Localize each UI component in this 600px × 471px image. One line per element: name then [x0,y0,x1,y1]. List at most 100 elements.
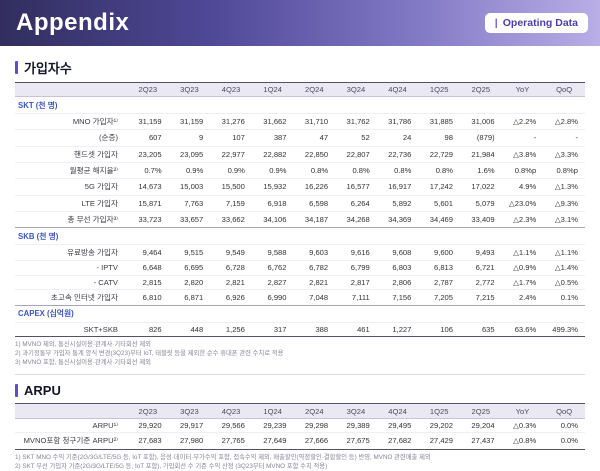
cell-value: 448 [168,321,211,337]
subscribers-footnotes: 1) MVNO 제외, 통신시설이용·관계사·기타회선 제외 2) 과기정통부 가… [15,340,585,367]
cell-value: 5,892 [376,194,419,212]
cell-value: 0.9% [168,161,211,179]
cell-value: (879) [460,129,502,146]
cell-value: 16,226 [293,178,336,196]
cell-value: △2.3% [501,210,544,228]
cell-value: 31,710 [293,112,336,130]
cell-value: 826 [127,321,169,337]
cell-value: 5,079 [460,194,502,212]
cell-value: 29,202 [418,417,460,433]
cell-value: △1.1% [501,243,544,261]
cell-value: 2,821 [210,274,252,290]
cell-value: 7,205 [418,288,460,306]
column-header: 4Q23 [210,82,252,98]
cell-value: 21,984 [460,145,502,163]
cell-value: 9,549 [210,243,252,261]
cell-value: 31,006 [460,112,502,130]
row-label: (순증) [15,129,127,146]
cell-value: 31,885 [418,112,460,130]
cell-value: 7,111 [335,288,377,306]
cell-value: 27,765 [210,432,252,449]
cell-value: 2,821 [293,274,336,290]
page-content: 가입자수 2Q23 3Q23 4Q23 1Q24 2Q24 3Q24 4Q24 1Q25 2Q2… [0,46,600,471]
cell-value: 6,762 [251,260,294,275]
cell-value: - [543,129,585,146]
cell-value: △3.3% [543,145,585,163]
table-row: SKT+SKB 826 448 1,256 317 388 461 1,227 106 635 63… [15,321,585,337]
column-header: 2Q24 [293,82,336,98]
cell-value: 33,657 [168,210,211,228]
cell-value: 0.8% [335,161,377,179]
cell-value: 22,729 [418,145,460,163]
cell-value: 387 [251,129,294,146]
cell-value: 2,772 [460,274,502,290]
column-header: 2Q23 [127,82,169,98]
row-label: 유료방송 가입자 [15,243,127,261]
column-header: 2Q25 [460,82,502,98]
column-header-row: 2Q23 3Q23 4Q23 1Q24 2Q24 3Q24 4Q24 1Q25 2Q25 YoY Q… [15,82,585,98]
cell-value: 22,736 [376,145,419,163]
cell-value: 635 [460,321,502,337]
table-row: 유료방송 가입자 9,464 9,515 9,549 9,588 9,603 9,616 9,… [15,243,585,261]
cell-value: 7,215 [460,288,502,306]
table-row: LTE 가입자 15,871 7,763 7,159 6,918 6,598 6,264 5,… [15,194,585,212]
footnote: 1) MVNO 제외, 통신시설이용·관계사·기타회선 제외 [15,341,151,348]
cell-value: 1,256 [210,321,252,337]
cell-value: 29,204 [460,417,502,433]
cell-value: 22,850 [293,145,336,163]
cell-value: 15,871 [127,194,169,212]
cell-value: 29,566 [210,417,252,433]
cell-value: △1.4% [543,260,585,275]
cell-value: 7,159 [210,194,252,212]
cell-value: 0.8% [376,161,419,179]
cell-value: 27,437 [460,432,502,449]
row-label: LTE 가입자 [15,194,127,212]
cell-value: 107 [210,129,252,146]
cell-value: 1.6% [460,161,502,179]
table-row: ARPU¹⁾ 29,920 29,917 29,566 29,239 29,298 29,3… [15,417,585,433]
cell-value: 15,932 [251,178,294,196]
cell-value: 27,666 [293,432,336,449]
subscribers-section-title: 가입자수 [15,58,585,77]
table-row: - IPTV 6,648 6,695 6,728 6,762 6,782 6,799 6,80… [15,260,585,275]
column-header: 3Q23 [168,403,211,419]
cell-value: 6,782 [293,260,336,275]
cell-value: 34,369 [376,210,419,228]
cell-value: 29,298 [293,417,336,433]
cell-value: △23.0% [501,194,544,212]
cell-value: 9,588 [251,243,294,261]
section-arpu: ARPU 2Q23 3Q23 4Q23 1Q24 2Q24 3Q24 4Q24 1Q25 2Q2… [15,374,585,470]
cell-value: 27,429 [418,432,460,449]
subscribers-table: 2Q23 3Q23 4Q23 1Q24 2Q24 3Q24 4Q24 1Q25 2Q25 YoY Q… [15,82,585,337]
column-header: YoY [501,82,544,98]
column-header: 1Q24 [251,82,294,98]
cell-value: 29,917 [168,417,211,433]
cell-value: 0.8% [293,161,336,179]
cell-value: 47 [293,129,336,146]
cell-value: 17,242 [418,178,460,196]
cell-value: 0.0% [543,417,585,433]
cell-value: 15,003 [168,178,211,196]
table-row: - CATV 2,815 2,820 2,821 2,827 2,821 2,817 2,80… [15,274,585,290]
header-bar: Appendix | Operating Data [0,0,600,46]
cell-value: 15,500 [210,178,252,196]
column-header: 1Q25 [418,403,460,419]
row-label: 월평균 해지율²⁾ [15,161,127,179]
table-row: 핸드셋 가입자 23,205 23,095 22,977 22,882 22,850 22,… [15,145,585,163]
cell-value: 22,807 [335,145,377,163]
cell-value: 31,662 [251,112,294,130]
cell-value: 31,276 [210,112,252,130]
cell-value: △1.7% [501,274,544,290]
cell-value: 6,813 [418,260,460,275]
column-header: 2Q23 [127,403,169,419]
row-label: MNO 가입자¹⁾ [15,112,127,130]
cell-value: 6,598 [293,194,336,212]
cell-value: 0.9% [251,161,294,179]
cell-value: △0.8% [501,432,544,449]
group-header-row: SKB (천 명) [15,227,585,245]
cell-value: 106 [418,321,460,337]
cell-value: △3.8% [501,145,544,163]
cell-value: 24 [376,129,419,146]
table-row: MNO 가입자¹⁾ 31,159 31,159 31,276 31,662 31,710 3… [15,112,585,130]
cell-value: 607 [127,129,169,146]
